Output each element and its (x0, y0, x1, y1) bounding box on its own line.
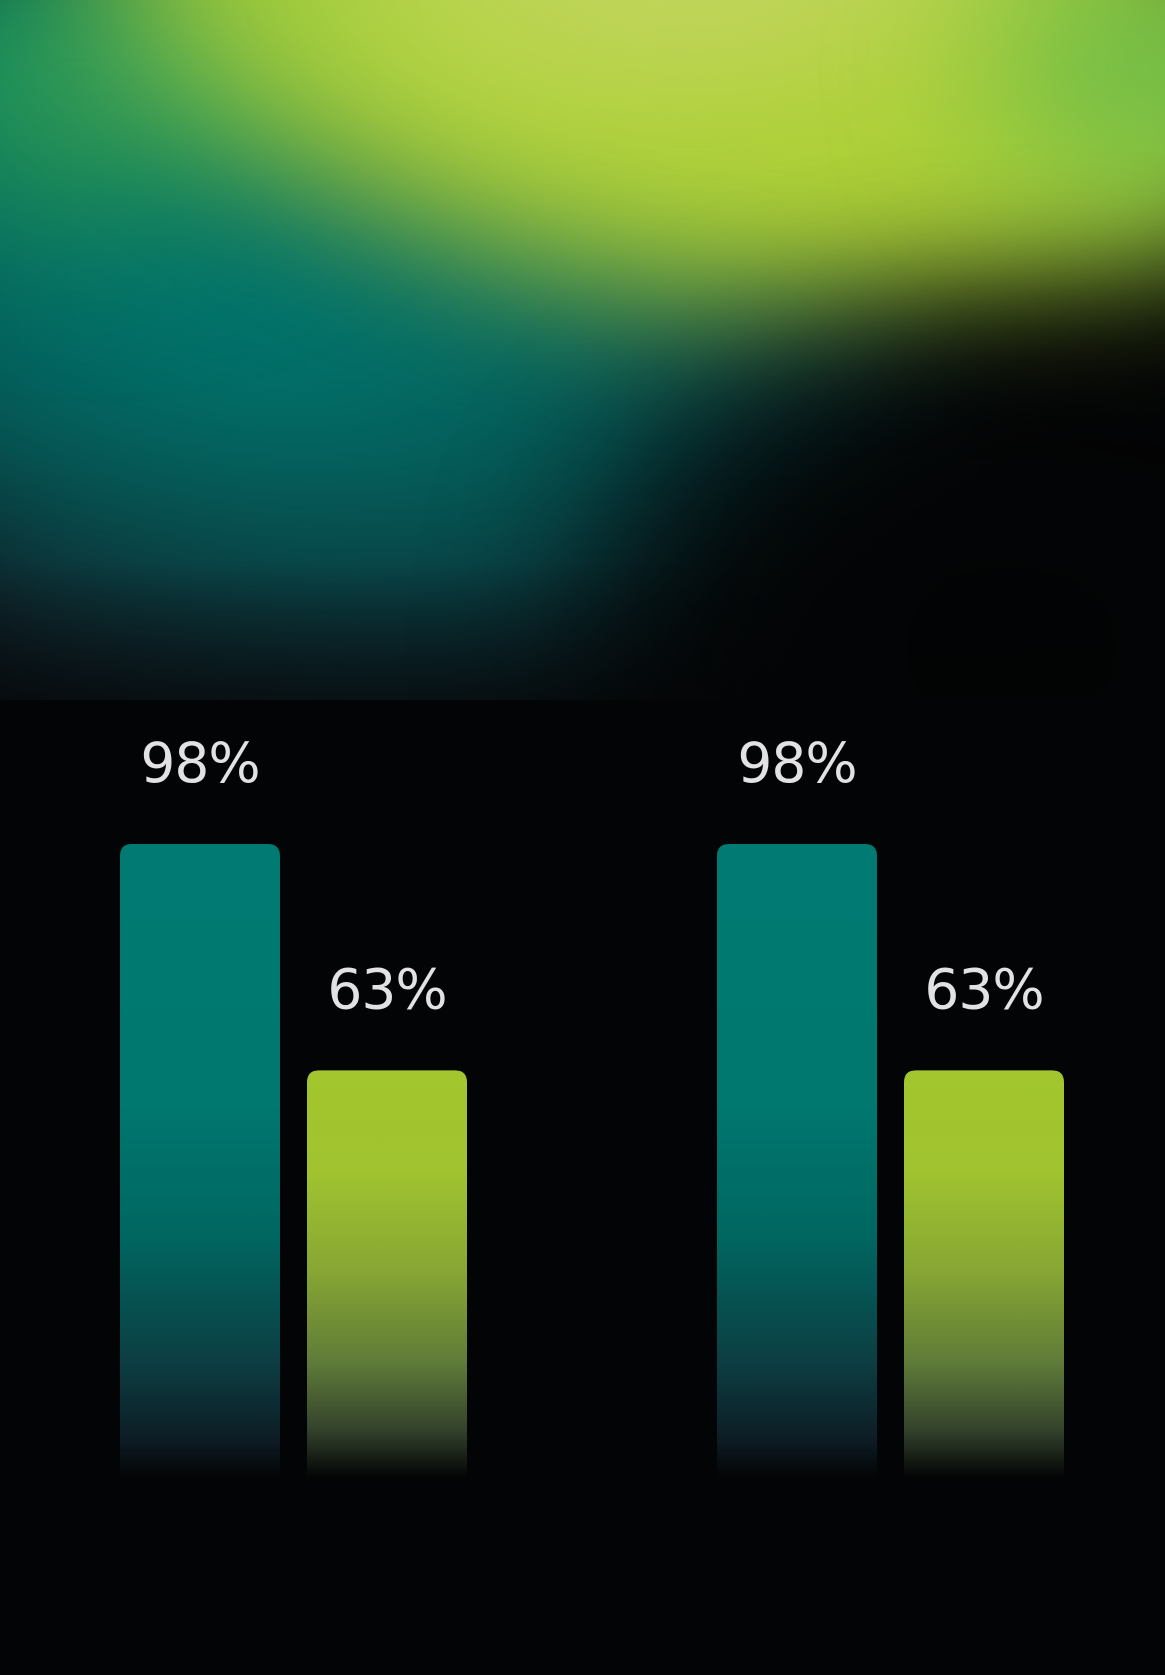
data-labels: 98% 63% 98% 63% (140, 731, 1044, 1021)
bar-group-1-bar-2 (307, 1070, 467, 1478)
data-label-group-1-bar-2: 63% (327, 957, 446, 1021)
data-label-group-2-bar-2: 63% (924, 957, 1043, 1021)
bar-group-2-bar-1 (717, 843, 877, 1478)
bars (120, 843, 1064, 1478)
bar-group-2-bar-2 (904, 1070, 1064, 1478)
bar-group-1-bar-1 (120, 843, 280, 1478)
data-label-group-1-bar-1: 98% (140, 731, 259, 795)
data-label-group-2-bar-1: 98% (737, 731, 856, 795)
